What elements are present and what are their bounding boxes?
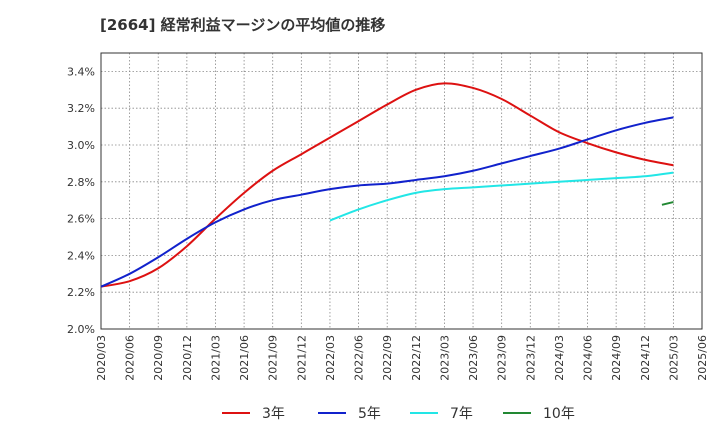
- x-tick-label: 2023/03: [438, 335, 451, 381]
- x-tick-label: 2020/06: [124, 335, 137, 381]
- x-tick-label: 2024/06: [582, 335, 595, 381]
- x-tick-label: 2025/06: [696, 335, 709, 381]
- chart-title: [2664] 経常利益マージンの平均値の推移: [100, 16, 386, 34]
- legend-label: 5年: [358, 406, 381, 422]
- series-line-7年: [329, 171, 674, 222]
- x-tick-label: 2021/06: [238, 335, 251, 381]
- series-line-5年: [100, 116, 674, 288]
- y-tick-label: 2.0%: [67, 323, 95, 336]
- x-tick-label: 2022/03: [324, 335, 337, 381]
- x-tick-label: 2023/06: [467, 335, 480, 381]
- x-tick-label: 2021/12: [295, 335, 308, 381]
- x-tick-label: 2023/12: [524, 335, 537, 381]
- legend-label: 3年: [262, 406, 285, 422]
- x-tick-label: 2023/09: [496, 335, 509, 381]
- plot-frame: [100, 52, 703, 330]
- x-tick-label: 2025/03: [667, 335, 680, 381]
- y-tick-label: 3.0%: [67, 139, 95, 152]
- series-line-3年: [100, 82, 674, 288]
- y-tick-label: 2.4%: [67, 249, 95, 262]
- x-tick-label: 2024/12: [639, 335, 652, 381]
- x-tick-label: 2022/06: [353, 335, 366, 381]
- y-tick-label: 2.6%: [67, 213, 95, 226]
- x-axis-ticks: 2020/03 2020/06 2020/09 2020/12 2021/03 2021/…: [95, 335, 709, 381]
- x-tick-label: 2022/12: [410, 335, 423, 381]
- x-tick-label: 2021/03: [209, 335, 222, 381]
- x-tick-label: 2021/09: [267, 335, 280, 381]
- legend-label: 10年: [543, 406, 575, 422]
- x-tick-label: 2020/12: [181, 335, 194, 381]
- legend: 3年 5年 7年 10年: [222, 406, 575, 422]
- grid: [100, 53, 703, 330]
- x-tick-label: 2020/09: [152, 335, 165, 381]
- x-tick-label: 2024/09: [610, 335, 623, 381]
- x-tick-label: 2024/03: [553, 335, 566, 381]
- series-lines: [100, 82, 674, 288]
- y-tick-label: 2.2%: [67, 286, 95, 299]
- legend-label: 7年: [450, 406, 473, 422]
- y-tick-label: 2.8%: [67, 176, 95, 189]
- x-tick-label: 2020/03: [95, 335, 108, 381]
- y-tick-label: 3.4%: [67, 65, 95, 78]
- series-line-10年: [661, 201, 674, 206]
- y-axis-ticks: 2.0% 2.2% 2.4% 2.6% 2.8% 3.0% 3.2% 3.4%: [67, 65, 95, 336]
- x-tick-label: 2022/09: [381, 335, 394, 381]
- y-tick-label: 3.2%: [67, 102, 95, 115]
